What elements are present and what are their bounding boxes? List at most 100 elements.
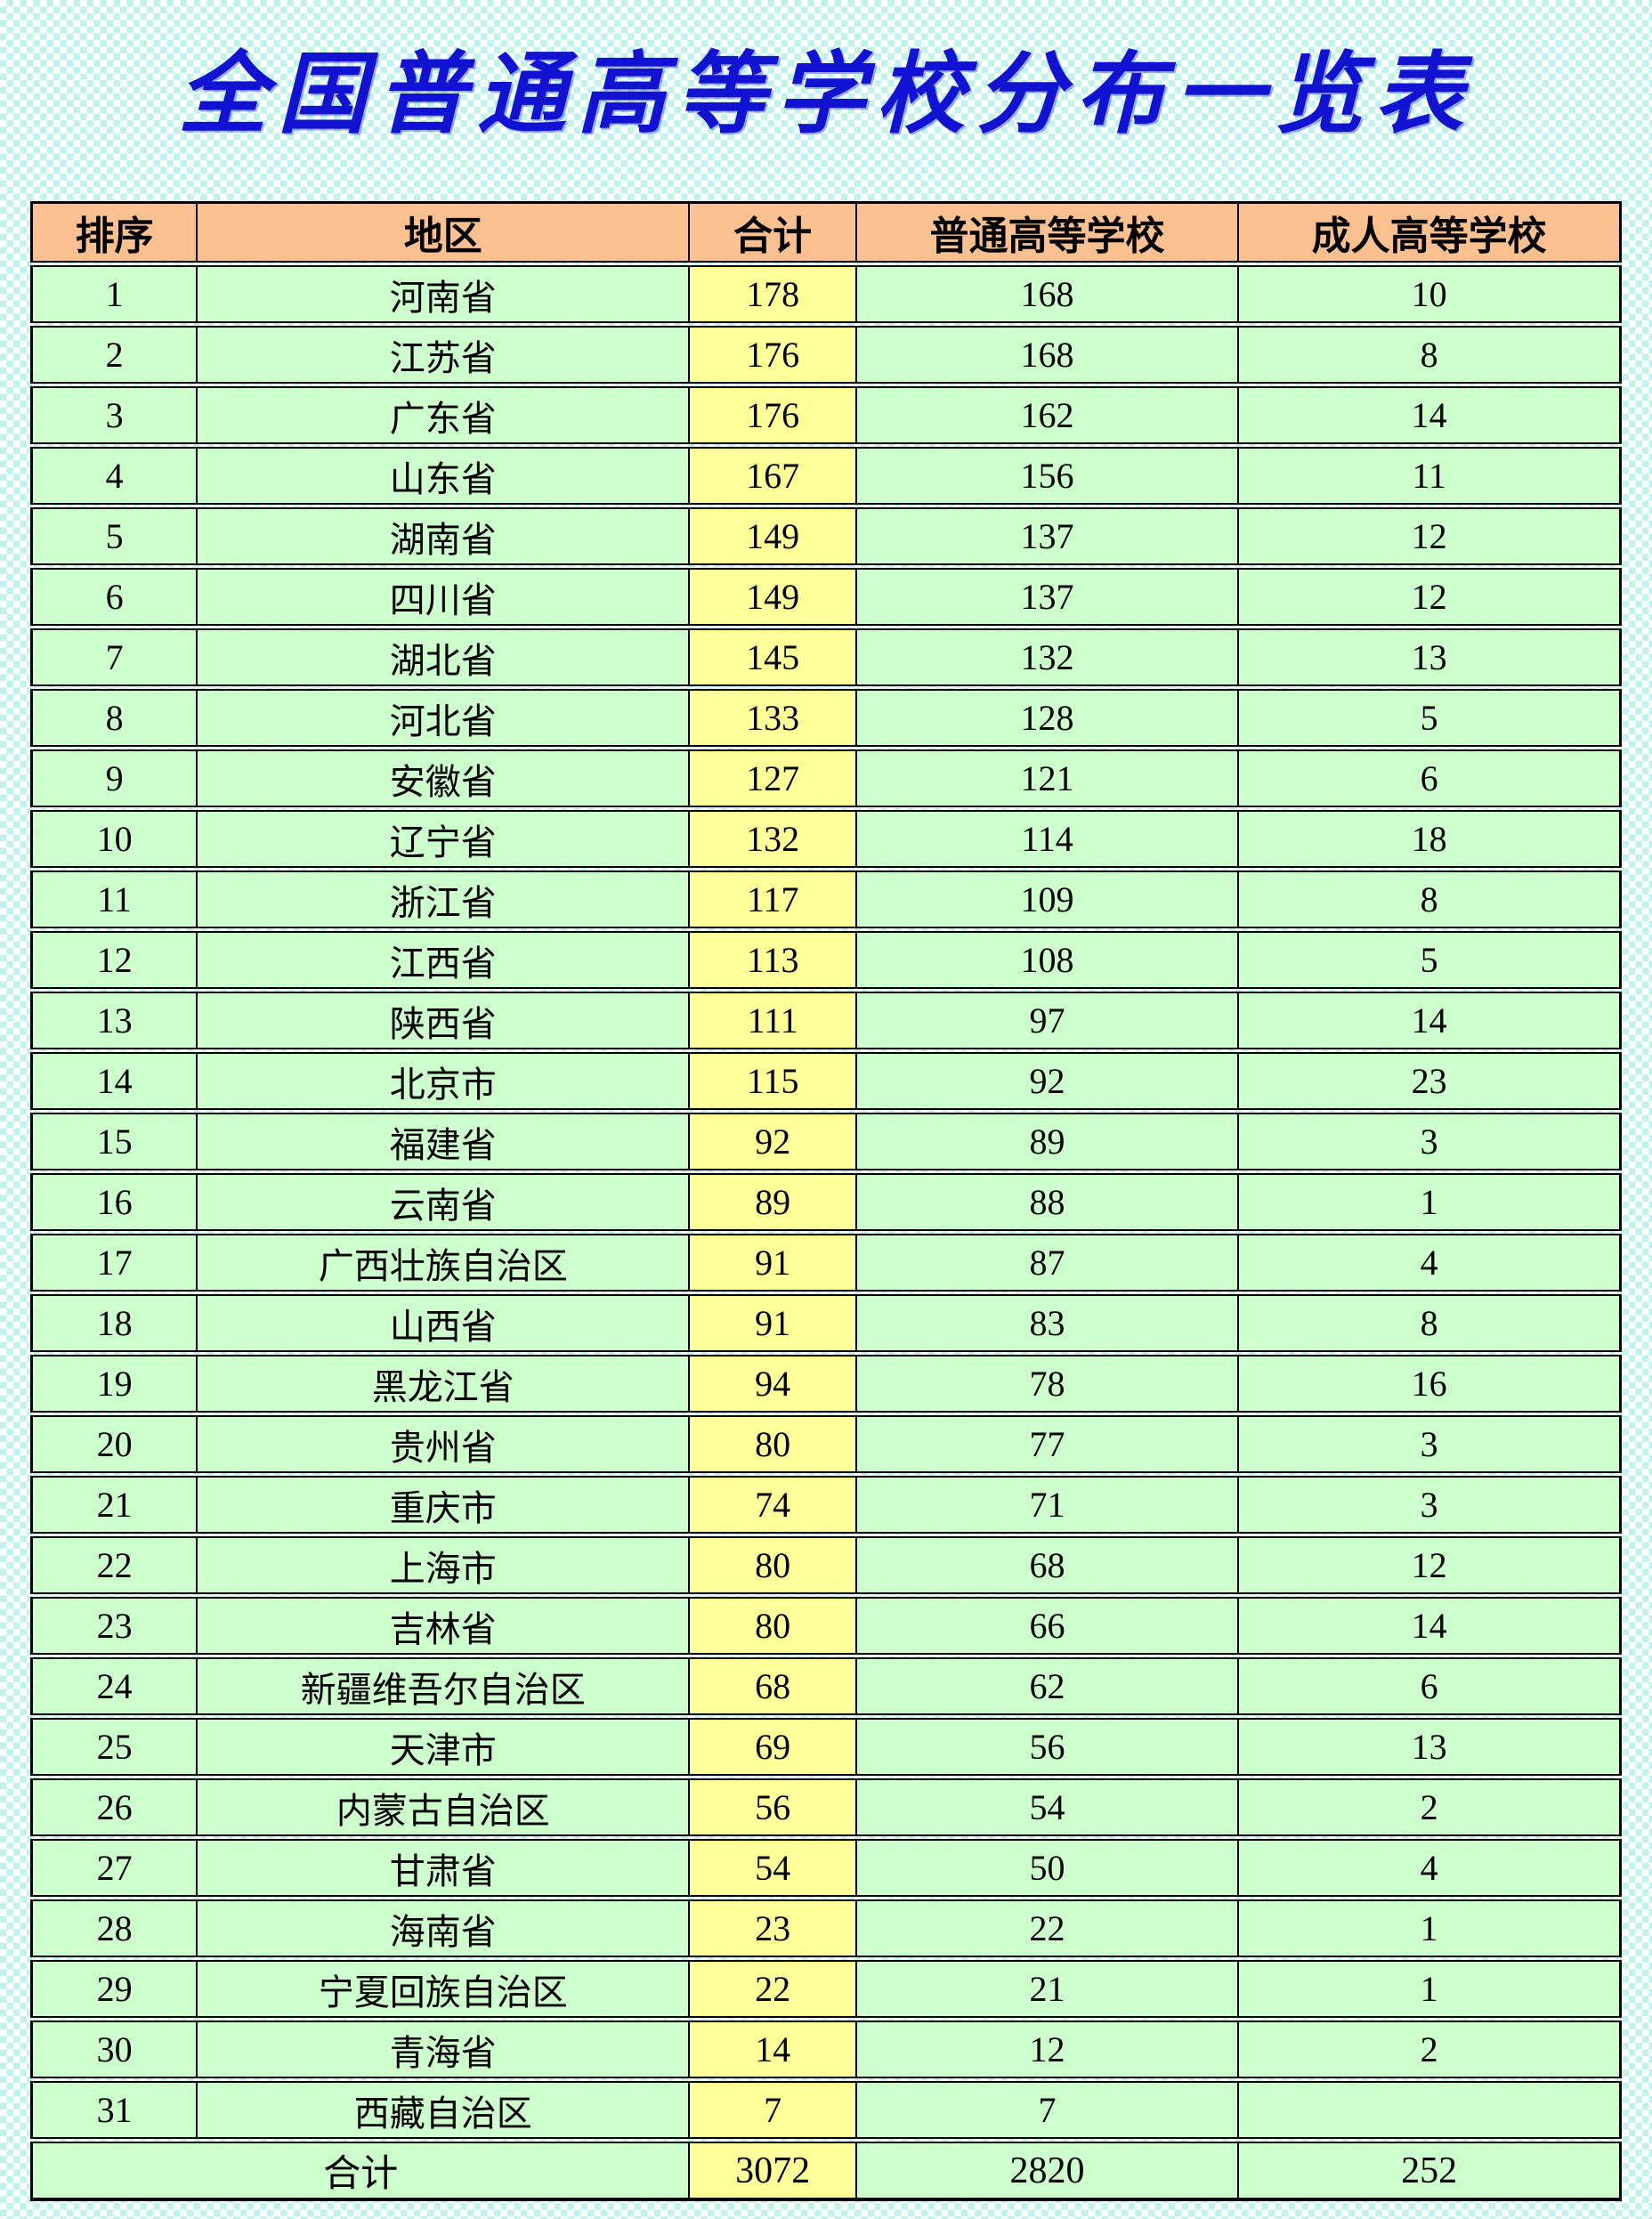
cell-adult: 10 [1237, 263, 1622, 328]
cell-regular: 21 [854, 1958, 1240, 2022]
cell-total: 54 [688, 1837, 857, 1901]
cell-adult: 6 [1237, 1656, 1622, 1720]
cell-region: 辽宁省 [196, 808, 691, 872]
cell-regular: 128 [854, 687, 1240, 751]
cell-total: 149 [688, 566, 857, 630]
cell-region: 湖南省 [196, 506, 691, 570]
cell-region: 福建省 [196, 1111, 691, 1175]
cell-total: 133 [688, 687, 857, 751]
cell-rank: 31 [30, 2079, 198, 2143]
cell-region: 天津市 [196, 1716, 691, 1780]
cell-total: 113 [688, 929, 857, 993]
cell-regular: 97 [854, 990, 1240, 1054]
cell-adult: 8 [1237, 1292, 1622, 1357]
cell-regular: 121 [854, 748, 1240, 812]
table-row: 20 贵州省 80 77 3 [30, 1413, 1622, 1478]
table-row: 26 内蒙古自治区 56 54 2 [30, 1777, 1622, 1841]
table-row: 2 江苏省 176 168 8 [30, 324, 1622, 388]
cell-regular: 77 [854, 1413, 1240, 1478]
cell-region: 河南省 [196, 263, 691, 328]
cell-regular: 68 [854, 1535, 1240, 1599]
cell-regular: 71 [854, 1474, 1240, 1538]
cell-rank: 27 [30, 1837, 198, 1901]
cell-adult: 1 [1237, 1171, 1622, 1235]
cell-total: 91 [688, 1292, 857, 1357]
cell-regular: 22 [854, 1898, 1240, 1962]
cell-rank: 1 [30, 263, 198, 328]
cell-total: 80 [688, 1413, 857, 1478]
cell-rank: 29 [30, 1958, 198, 2022]
cell-rank: 8 [30, 687, 198, 751]
cell-regular: 54 [854, 1777, 1240, 1841]
table-row: 24 新疆维吾尔自治区 68 62 6 [30, 1656, 1622, 1720]
cell-rank: 21 [30, 1474, 198, 1538]
cell-regular: 78 [854, 1353, 1240, 1417]
cell-region: 内蒙古自治区 [196, 1777, 691, 1841]
cell-total: 7 [688, 2079, 857, 2143]
table-row: 18 山西省 91 83 8 [30, 1292, 1622, 1357]
cell-rank: 3 [30, 385, 198, 449]
cell-regular: 7 [854, 2079, 1240, 2143]
total-sum: 3072 [688, 2140, 857, 2201]
cell-total: 176 [688, 324, 857, 388]
table-row: 8 河北省 133 128 5 [30, 687, 1622, 751]
cell-rank: 11 [30, 869, 198, 933]
page-title: 全国普通高等学校分布一览表 [178, 41, 1474, 146]
cell-region: 贵州省 [196, 1413, 691, 1478]
cell-region: 宁夏回族自治区 [196, 1958, 691, 2022]
cell-adult: 12 [1237, 1535, 1622, 1599]
cell-adult: 4 [1237, 1232, 1622, 1296]
header-row: 排序 地区 合计 普通高等学校 成人高等学校 [30, 201, 1622, 267]
cell-total: 23 [688, 1898, 857, 1962]
cell-rank: 23 [30, 1595, 198, 1659]
cell-rank: 17 [30, 1232, 198, 1296]
cell-total: 68 [688, 1656, 857, 1720]
cell-rank: 4 [30, 445, 198, 509]
cell-regular: 132 [854, 627, 1240, 691]
cell-rank: 20 [30, 1413, 198, 1478]
total-label: 合计 [30, 2140, 691, 2201]
cell-regular: 66 [854, 1595, 1240, 1659]
cell-region: 广西壮族自治区 [196, 1232, 691, 1296]
cell-total: 127 [688, 748, 857, 812]
table-row: 5 湖南省 149 137 12 [30, 506, 1622, 570]
cell-adult: 4 [1237, 1837, 1622, 1901]
cell-rank: 18 [30, 1292, 198, 1357]
cell-regular: 62 [854, 1656, 1240, 1720]
cell-region: 重庆市 [196, 1474, 691, 1538]
table-row: 27 甘肃省 54 50 4 [30, 1837, 1622, 1901]
cell-adult: 12 [1237, 506, 1622, 570]
cell-region: 河北省 [196, 687, 691, 751]
table-row: 3 广东省 176 162 14 [30, 385, 1622, 449]
cell-rank: 19 [30, 1353, 198, 1417]
table-row: 4 山东省 167 156 11 [30, 445, 1622, 509]
table-row: 17 广西壮族自治区 91 87 4 [30, 1232, 1622, 1296]
cell-regular: 56 [854, 1716, 1240, 1780]
cell-regular: 137 [854, 566, 1240, 630]
cell-region: 海南省 [196, 1898, 691, 1962]
cell-adult: 2 [1237, 2019, 1622, 2083]
cell-adult: 6 [1237, 748, 1622, 812]
cell-adult: 13 [1237, 627, 1622, 691]
cell-adult: 14 [1237, 385, 1622, 449]
table-row: 28 海南省 23 22 1 [30, 1898, 1622, 1962]
header-total: 合计 [688, 201, 857, 267]
cell-rank: 26 [30, 1777, 198, 1841]
cell-region: 广东省 [196, 385, 691, 449]
cell-region: 安徽省 [196, 748, 691, 812]
cell-regular: 88 [854, 1171, 1240, 1235]
table-row: 11 浙江省 117 109 8 [30, 869, 1622, 933]
cell-adult: 5 [1237, 929, 1622, 993]
cell-adult: 11 [1237, 445, 1622, 509]
table-body: 1 河南省 178 168 10 2 江苏省 176 168 8 3 广东省 176 162 14 4 山东省 1… [30, 263, 1622, 2143]
header-regular: 普通高等学校 [854, 201, 1240, 267]
cell-regular: 83 [854, 1292, 1240, 1357]
total-adult: 252 [1237, 2140, 1622, 2201]
cell-regular: 92 [854, 1050, 1240, 1114]
cell-adult: 14 [1237, 990, 1622, 1054]
cell-rank: 7 [30, 627, 198, 691]
cell-total: 74 [688, 1474, 857, 1538]
cell-rank: 6 [30, 566, 198, 630]
table-row: 14 北京市 115 92 23 [30, 1050, 1622, 1114]
